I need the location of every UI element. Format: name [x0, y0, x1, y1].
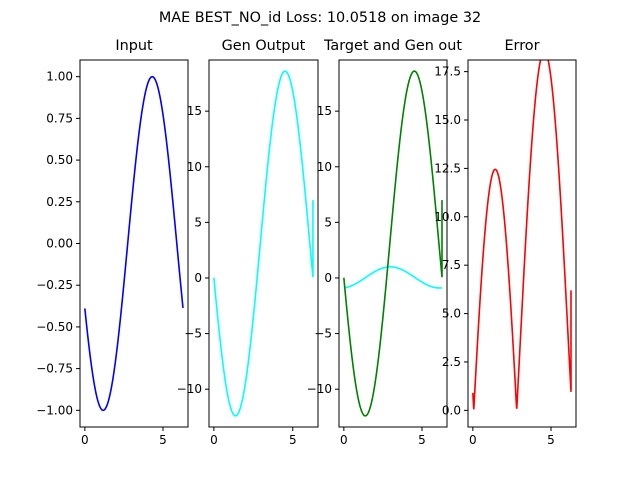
- subplot-3: Target and Gen out 0 5 −10 −5 0 5 10 15: [307, 38, 463, 447]
- y-tick-label: 10: [317, 160, 332, 174]
- y-tick-label: 5.0: [442, 307, 461, 321]
- x-tick-label: 5: [418, 433, 426, 447]
- x-tick-label: 5: [547, 433, 555, 447]
- x-tick-label: 5: [159, 433, 167, 447]
- y-tick-label: 0.0: [442, 403, 461, 417]
- axes-frame: [79, 59, 189, 428]
- x-tick-label: 0: [340, 433, 348, 447]
- axes-frame: [467, 59, 577, 428]
- series-line-1: [472, 60, 572, 410]
- y-tick-label: 0: [194, 271, 202, 285]
- y-tick-label: 7.5: [442, 258, 461, 272]
- subplot-2: Gen Output 0 5 −10 −5 0 5 10 15: [177, 38, 319, 447]
- x-tick-label: 0: [81, 433, 89, 447]
- series-line-1: [84, 75, 184, 412]
- axes-frame: [338, 59, 448, 428]
- y-tick-label: 10: [187, 160, 202, 174]
- subplot-1: Input 0 5 −1.00 −0.75 −0.50 −0.25 0.00 0.25 0.50 0…: [36, 38, 189, 447]
- y-tick-label: 0: [324, 271, 332, 285]
- y-tick-label: 2.5: [442, 355, 461, 369]
- y-tick-label: −5: [314, 327, 332, 341]
- y-tick-label: −0.50: [36, 320, 73, 334]
- subplot-title: Target and Gen out: [323, 38, 462, 54]
- y-tick-label: 0.75: [46, 111, 73, 125]
- y-tick-label: 15: [317, 104, 332, 118]
- y-tick-label: 5: [324, 215, 332, 229]
- y-tick-label: 0.25: [46, 195, 73, 209]
- subplot-title: Error: [504, 38, 539, 54]
- subplot-4: Error 0 5 0.0 2.5 5.0 7.5 10.0 12.5 15.0 17.5: [434, 38, 577, 447]
- y-tick-label: 10.0: [434, 210, 461, 224]
- y-tick-label: 17.5: [434, 65, 461, 79]
- y-tick-label: 1.00: [46, 70, 73, 84]
- x-tick-label: 5: [289, 433, 297, 447]
- y-tick-label: 0.00: [46, 237, 73, 251]
- y-tick-label: 15: [187, 104, 202, 118]
- y-tick-label: 12.5: [434, 161, 461, 175]
- series-line-1: [343, 266, 443, 289]
- subplot-title: Gen Output: [222, 38, 306, 54]
- y-tick-label: 15.0: [434, 113, 461, 127]
- y-tick-label: −5: [184, 327, 202, 341]
- x-tick-label: 0: [210, 433, 218, 447]
- series-line-1: [213, 70, 314, 417]
- y-tick-label: −10: [307, 382, 332, 396]
- y-tick-label: 0.50: [46, 153, 73, 167]
- y-tick-label: −10: [177, 382, 202, 396]
- y-tick-label: 5: [194, 215, 202, 229]
- x-tick-label: 0: [469, 433, 477, 447]
- series-line-2: [343, 70, 443, 417]
- y-tick-label: −0.25: [36, 278, 73, 292]
- subplot-title: Input: [115, 38, 153, 54]
- y-tick-label: −1.00: [36, 403, 73, 417]
- y-tick-label: −0.75: [36, 362, 73, 376]
- figure-suptitle: MAE BEST_NO_id Loss: 10.0518 on image 32: [159, 10, 481, 26]
- axes-frame: [208, 59, 319, 428]
